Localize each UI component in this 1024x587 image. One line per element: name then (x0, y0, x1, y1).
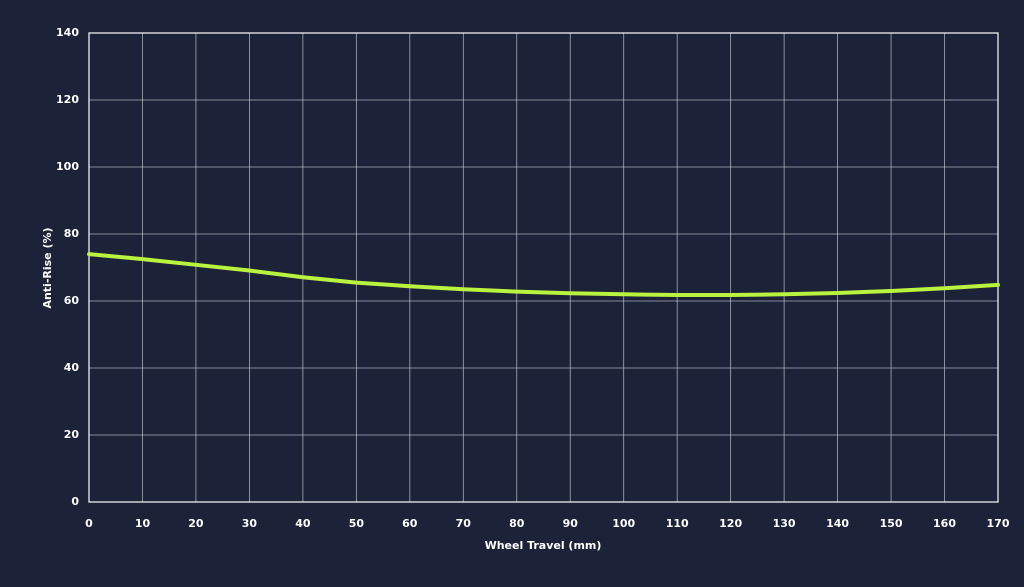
y-tick-label: 120 (56, 93, 79, 106)
plot-border (88, 32, 999, 503)
y-tick-label: 0 (71, 495, 79, 508)
x-tick-label: 70 (456, 517, 472, 530)
y-axis-label: Anti-Rise (%) (41, 227, 54, 308)
x-tick-label: 100 (612, 517, 635, 530)
x-tick-label: 60 (402, 517, 418, 530)
x-tick-label: 20 (188, 517, 204, 530)
y-tick-label: 100 (56, 160, 79, 173)
y-tick-label: 20 (64, 428, 80, 441)
x-tick-label: 30 (242, 517, 258, 530)
x-tick-label: 110 (666, 517, 689, 530)
x-tick-label: 160 (933, 517, 956, 530)
x-axis-label: Wheel Travel (mm) (485, 539, 602, 552)
x-tick-label: 120 (719, 517, 742, 530)
x-tick-label: 10 (135, 517, 151, 530)
x-tick-label: 150 (880, 517, 903, 530)
x-tick-label: 50 (349, 517, 365, 530)
x-tick-label: 0 (85, 517, 93, 530)
x-tick-label: 40 (295, 517, 311, 530)
y-tick-label: 60 (64, 294, 80, 307)
y-tick-label: 80 (64, 227, 80, 240)
data-line (87, 252, 1000, 297)
y-tick-label: 140 (56, 26, 79, 39)
x-tick-label: 170 (987, 517, 1010, 530)
x-tick-label: 130 (773, 517, 796, 530)
x-tick-label: 90 (563, 517, 579, 530)
x-tick-label: 140 (826, 517, 849, 530)
y-tick-label: 40 (64, 361, 80, 374)
x-tick-label: 80 (509, 517, 525, 530)
